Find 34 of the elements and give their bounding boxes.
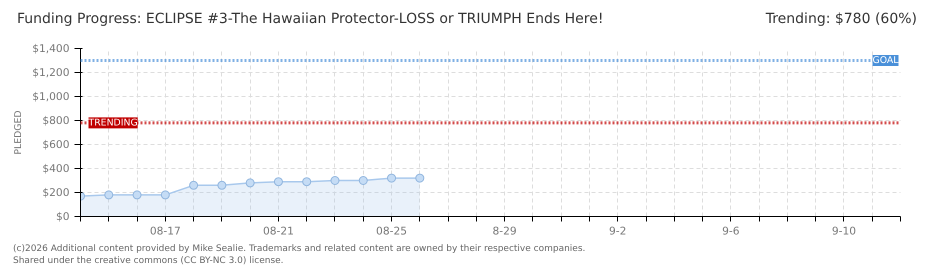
point bbox=[160, 190, 170, 200]
y-axis-title: PLEDGED bbox=[13, 110, 24, 155]
point bbox=[358, 176, 368, 185]
point bbox=[246, 178, 255, 188]
x-tick-label: 9-6 bbox=[722, 224, 740, 238]
y-tick-label: $0 bbox=[56, 210, 70, 223]
x-tick-label: 08-25 bbox=[376, 224, 408, 238]
x-tick-label: 08-21 bbox=[262, 224, 294, 238]
point bbox=[104, 190, 114, 200]
chart-title: Funding Progress: ECLIPSE #3-The Hawaiian Protector-LOSS or TRIUMPH Ends Here! bbox=[17, 10, 604, 29]
point bbox=[302, 177, 312, 186]
x-tick-label: 9-10 bbox=[832, 224, 856, 238]
point bbox=[274, 177, 283, 186]
text: (c)2026 Additional content provided by Mike Sealie. Trademarks and related content are owned by their respective companies. bbox=[13, 244, 586, 254]
text: Shared under the creative commons (CC BY-NC 3.0) license. bbox=[13, 256, 284, 266]
y-tick-label: $400 bbox=[42, 162, 70, 175]
y-tick-label: $800 bbox=[42, 114, 70, 127]
point bbox=[217, 180, 226, 190]
y-tick-label: $200 bbox=[42, 186, 70, 199]
point bbox=[132, 190, 142, 200]
y-tick-label: $1,200 bbox=[32, 66, 70, 79]
point bbox=[387, 174, 396, 183]
text: Trending: $780 (60%) bbox=[766, 10, 917, 29]
point bbox=[189, 180, 198, 190]
point bbox=[330, 176, 340, 185]
point bbox=[415, 174, 424, 183]
y-tick-label: $1,000 bbox=[32, 90, 70, 103]
x-tick-label: 8-29 bbox=[492, 224, 517, 238]
x-tick-label: 08-17 bbox=[150, 224, 181, 238]
y-tick-label: $600 bbox=[42, 138, 70, 151]
x-tick-label: 9-2 bbox=[609, 224, 626, 238]
y-tick-label: $1,400 bbox=[32, 42, 70, 55]
ref-line-label: TRENDING bbox=[88, 117, 138, 128]
ref-line-label: GOAL bbox=[872, 55, 900, 66]
